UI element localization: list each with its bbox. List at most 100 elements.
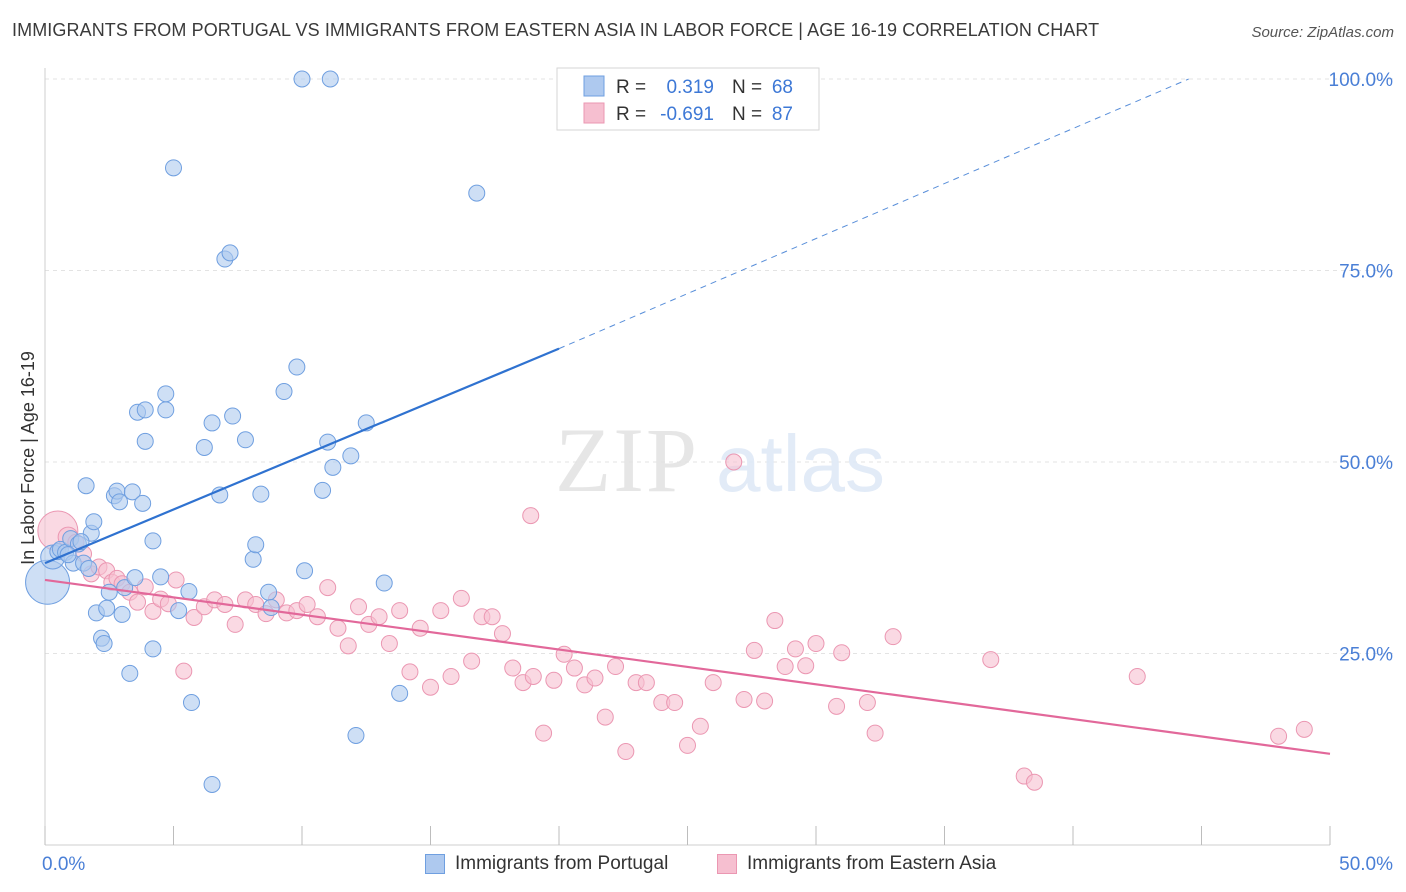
point-portugal bbox=[391, 684, 409, 702]
point-portugal bbox=[170, 602, 188, 620]
grid-lines bbox=[45, 78, 1395, 654]
watermark: ZIP atlas bbox=[555, 409, 885, 511]
point-portugal bbox=[221, 244, 239, 262]
point-eastern-asia bbox=[1295, 720, 1313, 738]
legend-n-value-portugal: 68 bbox=[772, 77, 793, 98]
trend-line-portugal bbox=[44, 347, 560, 565]
point-eastern-asia bbox=[766, 612, 784, 630]
trend-line-eastern-asia bbox=[44, 578, 1331, 755]
point-eastern-asia bbox=[797, 657, 815, 675]
point-eastern-asia bbox=[483, 608, 501, 626]
point-portugal bbox=[136, 401, 154, 419]
source-label: Source: ZipAtlas.com bbox=[1251, 24, 1394, 41]
point-eastern-asia bbox=[828, 697, 846, 715]
point-eastern-asia bbox=[704, 674, 722, 692]
point-eastern-asia bbox=[982, 651, 1000, 669]
point-eastern-asia bbox=[679, 736, 696, 754]
point-eastern-asia bbox=[442, 667, 460, 685]
point-portugal bbox=[324, 458, 342, 476]
point-portugal bbox=[347, 726, 365, 744]
point-eastern-asia bbox=[756, 692, 774, 710]
point-eastern-asia bbox=[833, 644, 851, 662]
point-portugal bbox=[77, 477, 95, 495]
watermark-zip: ZIP bbox=[555, 409, 699, 511]
point-portugal bbox=[262, 599, 280, 617]
y-axis-label: In Labor Force | Age 16-19 bbox=[18, 351, 38, 565]
legend-n-label-asia: N = bbox=[732, 104, 762, 125]
point-portugal bbox=[157, 401, 175, 419]
point-portugal bbox=[121, 664, 139, 682]
point-eastern-asia bbox=[725, 453, 743, 471]
point-portugal bbox=[113, 605, 131, 623]
point-eastern-asia bbox=[1128, 667, 1146, 685]
point-eastern-asia bbox=[493, 625, 511, 643]
bottom-legend: Immigrants from Portugal Immigrants from… bbox=[0, 850, 1406, 880]
point-eastern-asia bbox=[666, 694, 684, 712]
point-eastern-asia bbox=[735, 690, 753, 708]
point-portugal bbox=[375, 574, 393, 592]
point-portugal bbox=[288, 358, 306, 376]
trend-line-portugal-extension bbox=[558, 78, 1189, 350]
y-tick-label: 25.0% bbox=[1339, 645, 1393, 666]
point-portugal bbox=[136, 432, 154, 450]
legend-n-value-asia: 87 bbox=[772, 104, 793, 125]
point-portugal bbox=[126, 569, 144, 587]
point-eastern-asia bbox=[884, 628, 902, 646]
legend-n-label-portugal: N = bbox=[732, 77, 762, 98]
point-portugal bbox=[182, 694, 200, 712]
point-portugal bbox=[260, 583, 278, 601]
legend-label-portugal: Immigrants from Portugal bbox=[455, 853, 669, 874]
point-eastern-asia bbox=[596, 708, 614, 726]
point-portugal bbox=[98, 599, 116, 617]
point-eastern-asia bbox=[463, 652, 481, 670]
point-eastern-asia bbox=[1270, 727, 1288, 745]
point-portugal bbox=[296, 562, 314, 580]
point-eastern-asia bbox=[339, 637, 357, 655]
point-eastern-asia bbox=[411, 619, 429, 637]
y-tick-label: 75.0% bbox=[1339, 262, 1393, 283]
legend-item-portugal: Immigrants from Portugal bbox=[425, 853, 668, 875]
point-eastern-asia bbox=[1025, 773, 1043, 791]
point-portugal bbox=[85, 513, 103, 531]
y-tick-label: 50.0% bbox=[1339, 453, 1393, 474]
point-eastern-asia bbox=[452, 589, 470, 607]
legend-box: R = 0.319 N = 68 R = -0.691 N = 87 bbox=[556, 67, 820, 131]
point-eastern-asia bbox=[432, 602, 450, 620]
point-portugal bbox=[144, 532, 162, 550]
x-tick-label: 0.0% bbox=[42, 854, 85, 875]
point-eastern-asia bbox=[545, 671, 563, 689]
point-portugal bbox=[195, 438, 213, 456]
chart-title: IMMIGRANTS FROM PORTUGAL VS IMMIGRANTS F… bbox=[12, 20, 1100, 40]
point-portugal bbox=[165, 159, 182, 177]
point-eastern-asia bbox=[866, 724, 884, 742]
legend-label-asia: Immigrants from Eastern Asia bbox=[747, 853, 997, 874]
point-portugal bbox=[224, 407, 242, 425]
tick-labels: 25.0% 50.0% 75.0% 100.0% 0.0% 50.0% bbox=[42, 70, 1393, 875]
legend-r-label-asia: R = bbox=[616, 104, 646, 125]
watermark-atlas: atlas bbox=[716, 419, 885, 508]
point-eastern-asia bbox=[504, 659, 522, 677]
legend-swatch-portugal bbox=[583, 75, 605, 97]
point-portugal bbox=[314, 481, 332, 499]
x-tick-label: 50.0% bbox=[1339, 854, 1393, 875]
point-portugal bbox=[293, 70, 311, 88]
point-eastern-asia bbox=[167, 571, 185, 589]
point-portugal bbox=[157, 385, 175, 403]
legend-r-label-portugal: R = bbox=[616, 77, 646, 98]
data-points bbox=[25, 70, 1313, 793]
point-portugal bbox=[180, 582, 198, 600]
axes bbox=[44, 68, 1331, 846]
point-eastern-asia bbox=[350, 598, 368, 616]
point-eastern-asia bbox=[391, 602, 409, 620]
point-portugal bbox=[123, 483, 141, 501]
point-portugal bbox=[236, 431, 254, 449]
point-eastern-asia bbox=[607, 658, 625, 676]
point-portugal bbox=[100, 583, 118, 601]
point-portugal bbox=[203, 414, 221, 432]
point-eastern-asia bbox=[185, 608, 203, 626]
point-portugal bbox=[252, 485, 270, 503]
point-portugal bbox=[275, 383, 293, 401]
point-portugal bbox=[247, 536, 265, 554]
point-eastern-asia bbox=[786, 640, 804, 658]
